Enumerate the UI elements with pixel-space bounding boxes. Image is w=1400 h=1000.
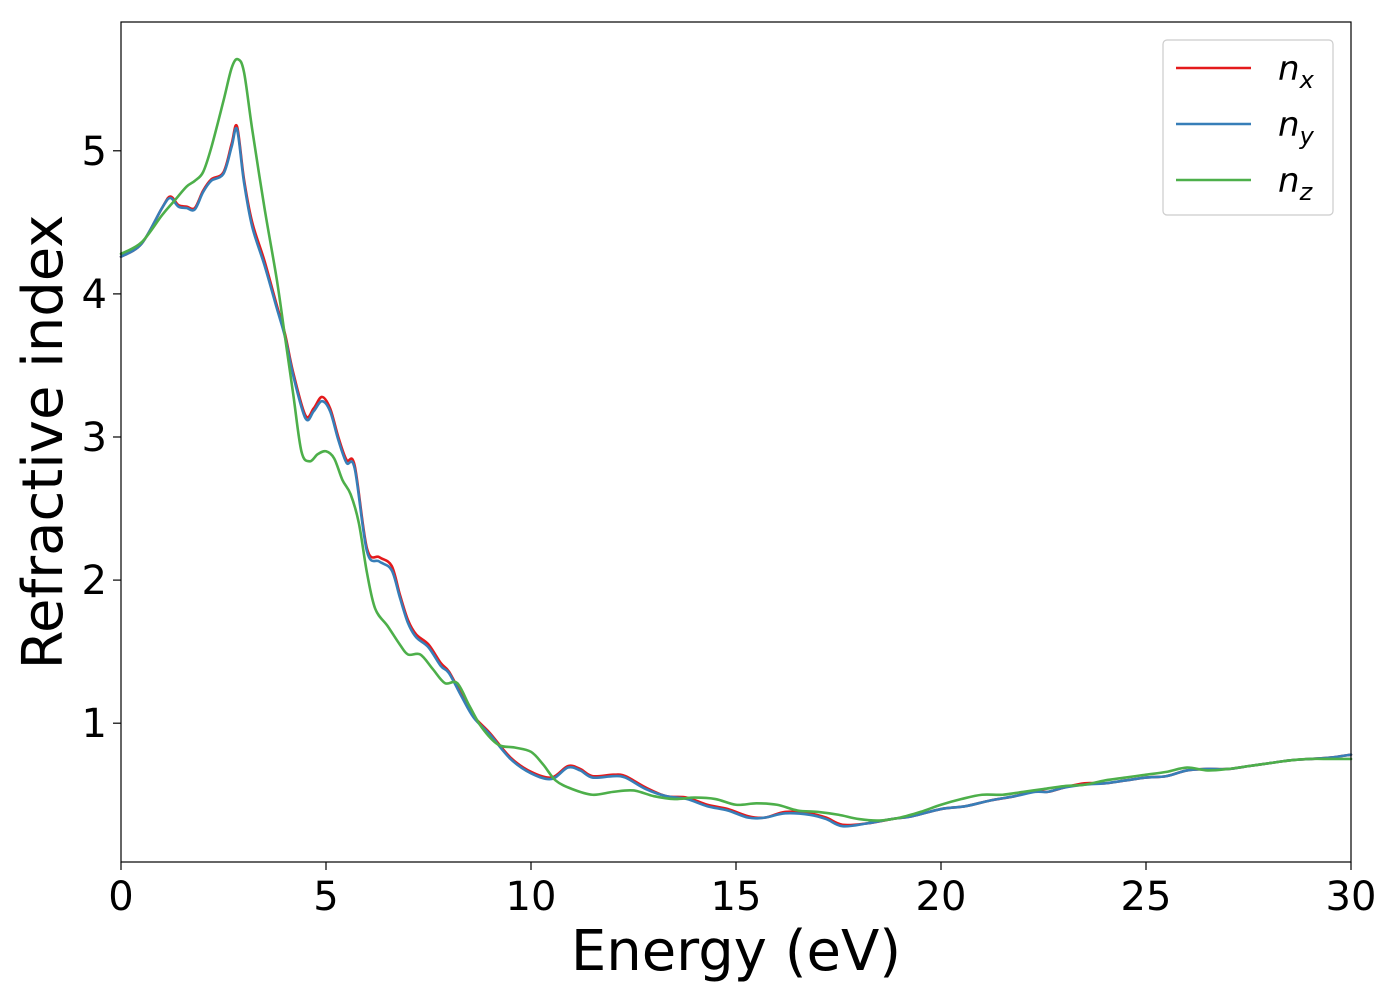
y-tick-label: 2 — [82, 558, 107, 604]
y-axis-title: Refractive index — [11, 215, 76, 670]
x-tick-label: 20 — [916, 874, 967, 920]
x-tick-label: 25 — [1121, 874, 1172, 920]
x-tick-label: 0 — [108, 874, 133, 920]
legend-label-ny: ny — [1278, 105, 1315, 150]
x-tick-label: 15 — [711, 874, 762, 920]
x-axis-title: Energy (eV) — [571, 919, 901, 984]
y-tick-label: 5 — [82, 129, 107, 175]
y-tick-label: 3 — [82, 415, 107, 461]
x-tick-label: 30 — [1326, 874, 1377, 920]
y-tick-label: 1 — [82, 701, 107, 747]
y-axis-ticks: 1 2 3 4 5 — [82, 129, 121, 747]
x-tick-label: 5 — [313, 874, 338, 920]
y-tick-label: 4 — [82, 272, 107, 318]
x-axis-ticks: 0 5 10 15 20 25 30 — [108, 862, 1376, 920]
legend-box — [1162, 39, 1334, 216]
x-tick-label: 10 — [506, 874, 557, 920]
series-line-nx — [119, 123, 1353, 827]
series-line-ny — [119, 126, 1353, 828]
series-line-nz — [119, 57, 1353, 822]
legend-label-nx: nx — [1278, 49, 1315, 94]
series-lines — [119, 57, 1353, 828]
